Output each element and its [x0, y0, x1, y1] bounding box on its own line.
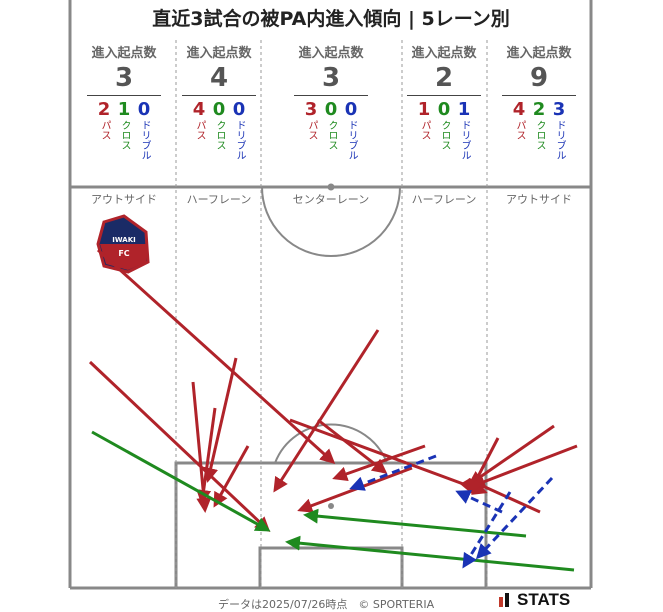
pass-label: パス [419, 120, 430, 140]
goal-area [258, 546, 404, 588]
logo-text-top: IWAKI [112, 236, 135, 244]
pass-count: 4 [192, 99, 206, 120]
dribble-count: 0 [137, 99, 151, 120]
dribble-label: ドリブル [234, 120, 245, 160]
cross-label: クロス [534, 120, 545, 150]
pass-arrow [297, 466, 413, 513]
center-circle [261, 186, 401, 257]
cross-label: クロス [326, 120, 337, 150]
cross-count: 0 [212, 99, 226, 120]
lane-name-1: アウトサイド [91, 193, 157, 206]
lane-name-2: ハーフレーン [186, 193, 252, 206]
divider [294, 95, 368, 96]
dribble-count: 0 [232, 99, 246, 120]
penalty-arc [274, 423, 388, 464]
divider [502, 95, 576, 96]
dribble-label: ドリブル [459, 120, 470, 160]
lane-total: 4 [209, 63, 229, 93]
lane-header-label: 進入起点数 [506, 46, 572, 61]
pass-label: パス [306, 120, 317, 140]
cross-count: 0 [437, 99, 451, 120]
lane-header-4: 進入起点数 2 1 パス 0 クロス 1 ドリブル [402, 42, 486, 160]
lane-name-4: ハーフレーン [411, 193, 477, 206]
dribble-count: 1 [457, 99, 471, 120]
dribble-label: ドリブル [554, 120, 565, 160]
stats-logo-icon [499, 593, 509, 607]
dribble-arrow [455, 490, 503, 514]
dribble-arrow [349, 454, 437, 491]
pass-count: 3 [304, 99, 318, 120]
lane-total: 3 [114, 63, 134, 93]
lane-header-label: 進入起点数 [298, 46, 364, 61]
center-spot [327, 183, 335, 191]
divider [87, 95, 161, 96]
dribble-arrow [462, 491, 512, 569]
cross-label: クロス [119, 120, 130, 150]
pass-arrow [213, 445, 250, 508]
cross-count: 1 [117, 99, 131, 120]
cross-count: 0 [324, 99, 338, 120]
pass-count: 2 [97, 99, 111, 120]
pass-count: 1 [417, 99, 431, 120]
dribble-arrow [475, 476, 554, 560]
divider [407, 95, 481, 96]
penalty-box [174, 461, 488, 588]
lane-name-5: アウトサイド [506, 193, 572, 206]
lane-name-3: センターレーン [292, 193, 370, 206]
dribble-label: ドリブル [346, 120, 357, 160]
dribble-count: 3 [552, 99, 566, 120]
dribble-count: 0 [344, 99, 358, 120]
pass-arrow [470, 444, 578, 489]
lane-total: 2 [434, 63, 454, 93]
cross-arrows [91, 430, 575, 572]
cross-arrow [285, 535, 575, 572]
footer-note: データは2025/07/26時点 © SPORTERIA [218, 598, 435, 611]
pass-arrow [96, 248, 336, 465]
logo-text-bottom: FC [118, 249, 129, 258]
cross-count: 2 [532, 99, 546, 120]
cross-label: クロス [439, 120, 450, 150]
penalty-spot [328, 503, 334, 509]
page-title: 直近3試合の被PA内進入傾向 | 5レーン別 [152, 8, 510, 30]
dribble-arrows [349, 454, 554, 569]
lane-header-1: 進入起点数 3 2 パス 1 クロス 0 ドリブル [82, 42, 166, 160]
lane-header-3: 進入起点数 3 3 パス 0 クロス 0 ドリブル [282, 42, 380, 160]
cross-arrow [91, 430, 271, 532]
lane-dividers [175, 40, 488, 588]
lane-total: 3 [321, 63, 341, 93]
lane-header-2: 進入起点数 4 4 パス 0 クロス 0 ドリブル [177, 42, 261, 160]
pass-label: パス [194, 120, 205, 140]
dribble-label: ドリブル [139, 120, 150, 160]
pass-origin-marker [460, 478, 480, 494]
lane-header-5: 進入起点数 9 4 パス 2 クロス 3 ドリブル [497, 42, 581, 160]
pass-arrow [88, 360, 271, 533]
lane-total: 9 [529, 63, 549, 93]
cross-arrow [303, 508, 527, 538]
lane-header-label: 進入起点数 [91, 46, 157, 61]
brand-label: STATS [517, 590, 571, 609]
pass-arrow [203, 357, 238, 483]
pass-label: パス [99, 120, 110, 140]
pass-label: パス [514, 120, 525, 140]
pass-arrow [196, 407, 217, 505]
pass-arrow [467, 424, 555, 486]
pass-arrow [289, 418, 488, 495]
club-logo: IWAKI FC [96, 214, 150, 274]
pass-count: 4 [512, 99, 526, 120]
lane-header-label: 進入起点数 [186, 46, 252, 61]
lane-header-label: 進入起点数 [411, 46, 477, 61]
pass-arrows [88, 248, 578, 533]
cross-label: クロス [214, 120, 225, 150]
divider [182, 95, 256, 96]
pass-arrow [332, 444, 426, 482]
pass-arrow [273, 329, 380, 493]
